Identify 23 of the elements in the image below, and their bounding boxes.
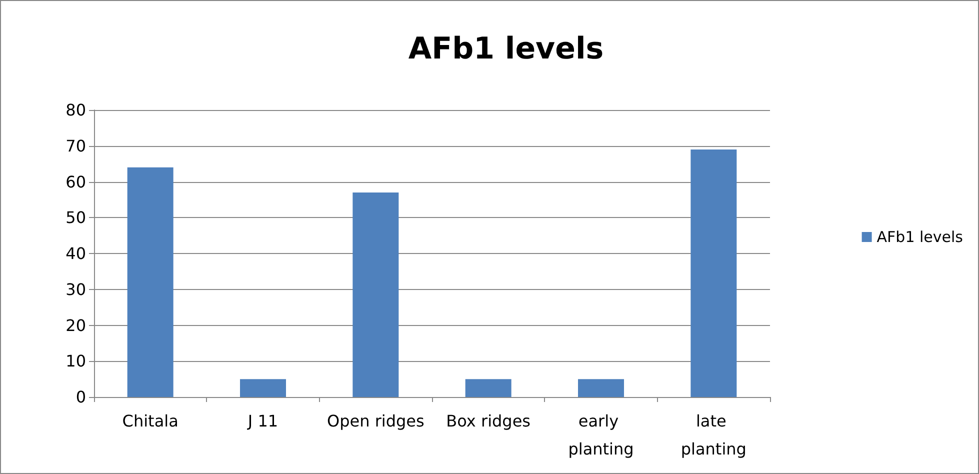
y-tick-label: 60 bbox=[66, 172, 86, 192]
x-tick-label: J 11 bbox=[246, 412, 278, 430]
legend-label: AFb1 levels bbox=[876, 228, 964, 246]
x-tick-label: Chitala bbox=[122, 412, 178, 430]
y-tick-label: 30 bbox=[66, 280, 86, 299]
x-tick-label: early planting bbox=[568, 412, 634, 458]
bar bbox=[352, 192, 399, 397]
x-tick-label: Open ridges bbox=[326, 412, 424, 430]
bar bbox=[465, 379, 512, 397]
bar bbox=[690, 149, 737, 397]
y-tick-label: 50 bbox=[66, 208, 86, 228]
bar bbox=[127, 167, 174, 397]
bar bbox=[578, 379, 624, 397]
y-tick-label: 40 bbox=[66, 244, 86, 263]
y-tick-label: 70 bbox=[66, 136, 86, 156]
bar bbox=[240, 379, 286, 397]
x-tick-label: Box ridges bbox=[446, 412, 531, 430]
y-tick-label: 0 bbox=[76, 388, 86, 406]
y-tick-label: 80 bbox=[66, 100, 86, 120]
y-tick-label: 20 bbox=[66, 316, 86, 335]
y-tick-label: 10 bbox=[66, 352, 86, 371]
x-tick-label: late planting bbox=[680, 412, 746, 458]
chart-title: AFb1 levels bbox=[408, 32, 604, 66]
